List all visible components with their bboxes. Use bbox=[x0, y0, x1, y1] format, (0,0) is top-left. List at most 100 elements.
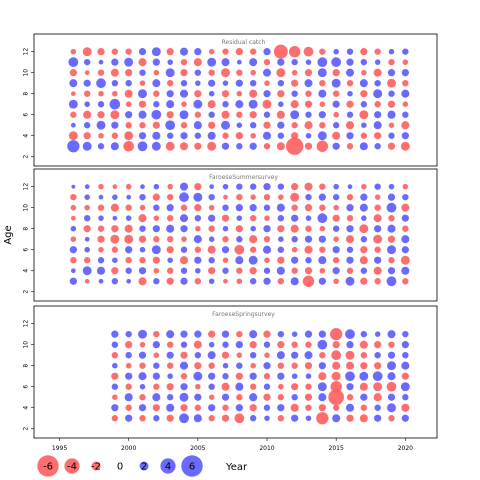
bubble bbox=[305, 404, 312, 411]
bubble bbox=[236, 330, 243, 338]
bubble bbox=[83, 90, 91, 97]
bubble bbox=[221, 214, 230, 222]
panel-1: Residual catch 2 4 6 8 10 12 bbox=[23, 33, 438, 167]
bubble bbox=[388, 90, 395, 97]
bubble bbox=[263, 90, 271, 98]
bubble bbox=[194, 90, 202, 98]
bubble bbox=[291, 394, 298, 401]
bubble bbox=[402, 183, 409, 190]
bubble bbox=[139, 362, 146, 369]
bubble bbox=[263, 404, 271, 411]
bubble bbox=[401, 246, 409, 254]
bubble bbox=[402, 330, 409, 338]
bubble bbox=[277, 58, 285, 66]
bubble bbox=[373, 266, 382, 275]
bubble bbox=[401, 121, 410, 130]
bubble bbox=[345, 235, 355, 244]
bubble bbox=[401, 214, 409, 222]
bubble bbox=[194, 246, 202, 253]
bubble bbox=[70, 236, 77, 242]
bubble bbox=[249, 372, 257, 380]
bubble bbox=[126, 194, 132, 200]
bubble bbox=[277, 90, 285, 98]
bubble bbox=[84, 194, 90, 200]
bubble bbox=[125, 330, 132, 338]
bubble bbox=[388, 132, 395, 139]
bubble bbox=[83, 110, 92, 119]
bubble bbox=[236, 362, 243, 369]
bubble bbox=[111, 383, 119, 390]
bubble bbox=[208, 341, 215, 348]
bubble bbox=[193, 121, 202, 130]
bubble bbox=[291, 351, 299, 359]
bubble bbox=[222, 236, 229, 243]
bubble bbox=[181, 101, 187, 107]
bubble bbox=[181, 236, 187, 242]
bubble bbox=[208, 121, 216, 129]
bubble bbox=[248, 255, 258, 265]
bubble bbox=[221, 414, 230, 422]
bubble bbox=[153, 330, 160, 338]
bubble bbox=[276, 266, 285, 275]
bubble bbox=[111, 267, 119, 275]
bubble bbox=[374, 183, 381, 190]
bubble bbox=[249, 204, 257, 212]
bubble bbox=[333, 48, 339, 55]
bubble bbox=[346, 143, 354, 150]
bubble bbox=[373, 382, 383, 392]
bubble bbox=[346, 214, 354, 222]
bubble bbox=[250, 132, 256, 139]
bubble bbox=[125, 79, 132, 87]
bubble bbox=[125, 246, 133, 254]
bubble bbox=[109, 98, 121, 110]
bubble bbox=[235, 256, 244, 265]
bubble bbox=[98, 194, 104, 200]
bubble bbox=[139, 415, 146, 422]
bubble bbox=[332, 341, 340, 349]
bubble bbox=[305, 215, 312, 221]
bubble bbox=[332, 122, 340, 129]
bubble bbox=[262, 99, 272, 109]
bubble bbox=[208, 90, 215, 97]
bubble bbox=[276, 203, 285, 212]
bubble bbox=[71, 184, 76, 189]
bubble bbox=[277, 183, 285, 190]
bubble bbox=[139, 394, 146, 401]
bubble bbox=[277, 341, 285, 349]
bubble bbox=[332, 267, 340, 275]
bubble bbox=[97, 204, 105, 211]
bubble bbox=[83, 257, 91, 264]
bubble bbox=[401, 414, 409, 422]
bubble bbox=[263, 362, 271, 370]
panel-3: FaroeseSpringsurvey 2 4 6 8 10 12 bbox=[23, 305, 438, 439]
bubble bbox=[111, 58, 119, 66]
bubble bbox=[332, 90, 340, 97]
bubble bbox=[402, 394, 409, 401]
bubble bbox=[193, 58, 202, 67]
bubble bbox=[167, 373, 173, 379]
bubble bbox=[262, 131, 272, 140]
bubble bbox=[153, 383, 160, 390]
bubble bbox=[360, 246, 368, 254]
bubble bbox=[153, 204, 160, 211]
legend-label: 6 bbox=[189, 462, 195, 473]
bubble bbox=[331, 78, 341, 88]
bubble bbox=[179, 413, 189, 424]
bubble bbox=[67, 140, 80, 153]
bubble bbox=[291, 331, 298, 337]
bubble bbox=[277, 394, 285, 401]
bubble bbox=[264, 352, 270, 358]
bubble bbox=[179, 256, 189, 265]
y-tick-label: 12 bbox=[23, 183, 30, 191]
bubble bbox=[402, 101, 409, 107]
bubble bbox=[387, 361, 396, 371]
bubble bbox=[359, 79, 368, 88]
bubble bbox=[151, 47, 161, 57]
bubble bbox=[84, 184, 90, 190]
bubble bbox=[374, 246, 381, 253]
bubble bbox=[195, 80, 201, 86]
bubble bbox=[386, 276, 397, 287]
bubble bbox=[291, 132, 299, 140]
bubble bbox=[236, 394, 243, 401]
bubble bbox=[291, 122, 298, 129]
